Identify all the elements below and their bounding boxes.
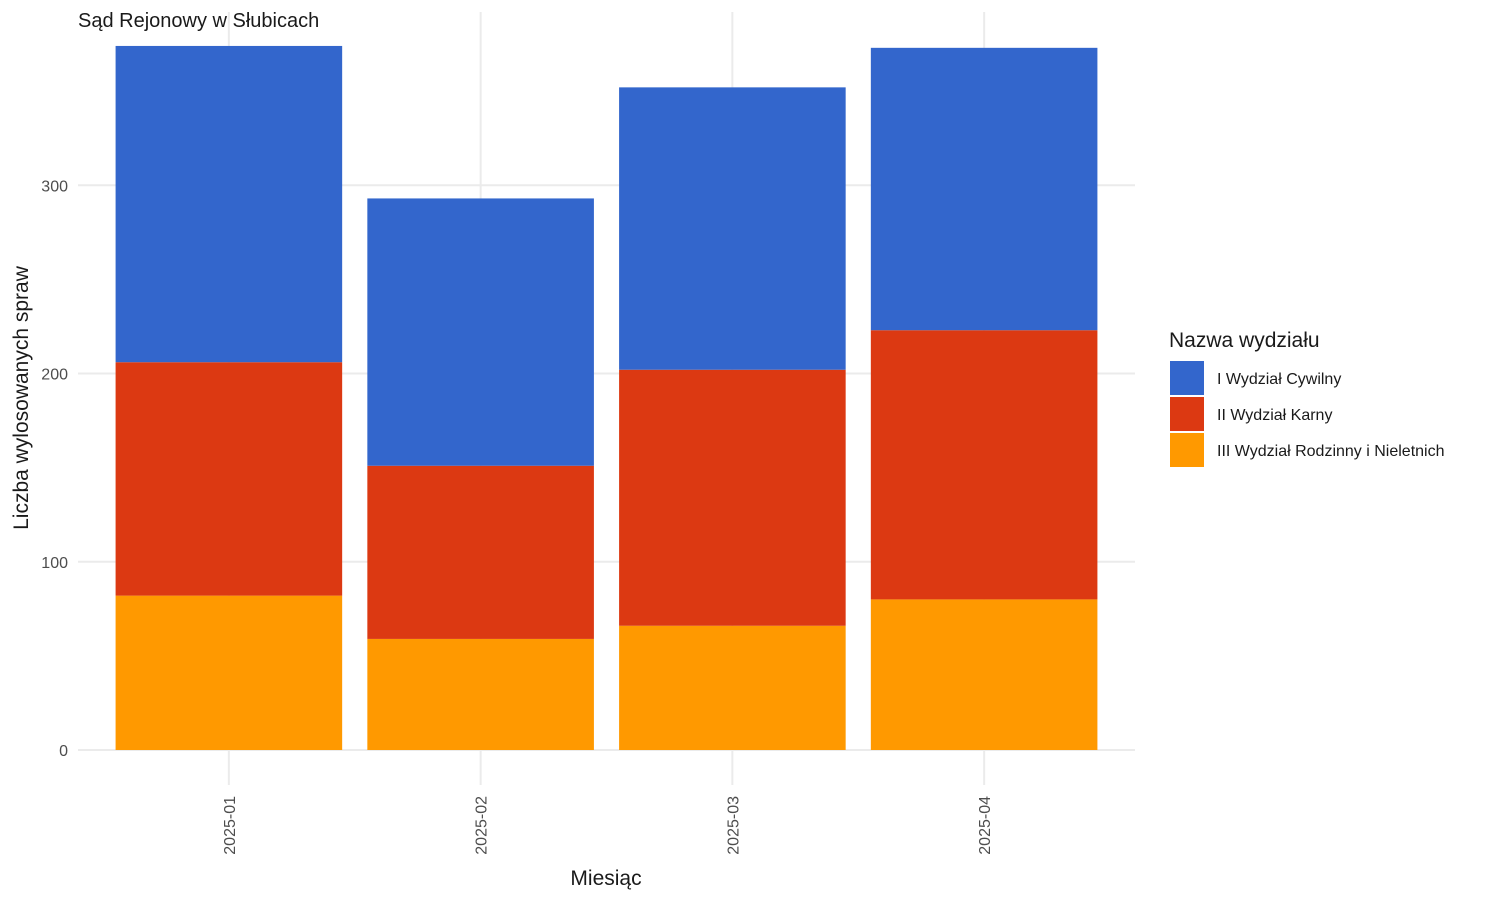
bar-segment	[870, 47, 1098, 331]
y-tick-label: 100	[41, 555, 68, 572]
y-tick-label: 0	[59, 743, 68, 760]
bars	[115, 45, 1098, 750]
bar-segment	[367, 638, 594, 750]
y-tick-label: 200	[41, 367, 68, 384]
legend-swatch	[1170, 433, 1204, 467]
legend-label: I Wydział Cywilny	[1217, 371, 1341, 388]
bar-segment	[619, 369, 846, 626]
chart-title: Sąd Rejonowy w Słubicach	[78, 10, 319, 32]
x-tick-label: 2025-03	[725, 796, 742, 855]
bar-segment	[115, 45, 343, 363]
x-tick-label: 2025-01	[222, 796, 239, 855]
bar-segment	[619, 625, 846, 750]
x-tick-label: 2025-02	[474, 796, 491, 855]
y-axis-title: Liczba wylosowanych spraw	[10, 265, 33, 530]
legend-label: II Wydział Karny	[1217, 407, 1332, 424]
bar-segment	[870, 330, 1098, 600]
x-axis-ticks: 2025-01 2025-02 2025-03 2025-04	[222, 796, 994, 855]
y-tick-label: 300	[41, 178, 68, 195]
bar-segment	[367, 465, 594, 639]
legend: Nazwa wydziału I Wydział Cywilny II Wydzi…	[1169, 329, 1445, 467]
legend-label: III Wydział Rodzinny i Nieletnich	[1217, 443, 1445, 460]
bar-segment	[870, 599, 1098, 750]
bar-segment	[115, 362, 343, 596]
y-axis-ticks: 0 100 200 300	[41, 178, 68, 760]
legend-title: Nazwa wydziału	[1169, 329, 1320, 352]
x-axis-title: Miesiąc	[570, 867, 641, 890]
x-tick-label: 2025-04	[977, 796, 994, 855]
legend-swatch	[1170, 361, 1204, 395]
legend-swatch	[1170, 397, 1204, 431]
bar-segment	[619, 87, 846, 370]
bar-segment	[115, 595, 343, 750]
bar-segment	[367, 198, 594, 466]
